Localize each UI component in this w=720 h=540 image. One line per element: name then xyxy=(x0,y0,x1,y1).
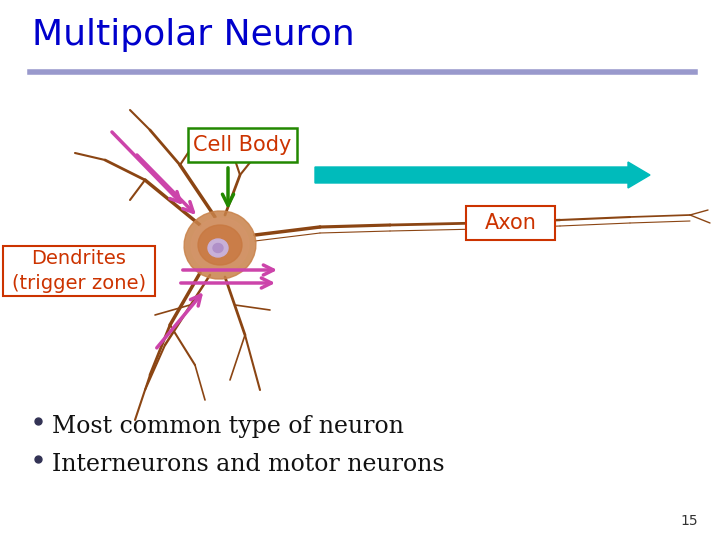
FancyBboxPatch shape xyxy=(3,246,155,296)
FancyArrow shape xyxy=(315,162,650,188)
Text: Dendrites
(trigger zone): Dendrites (trigger zone) xyxy=(12,249,146,293)
Ellipse shape xyxy=(213,244,223,253)
FancyBboxPatch shape xyxy=(466,206,555,240)
Ellipse shape xyxy=(191,218,249,272)
Text: 15: 15 xyxy=(680,514,698,528)
Text: Most common type of neuron: Most common type of neuron xyxy=(52,415,404,438)
FancyBboxPatch shape xyxy=(188,128,297,162)
Text: Interneurons and motor neurons: Interneurons and motor neurons xyxy=(52,453,445,476)
Ellipse shape xyxy=(198,225,242,265)
Ellipse shape xyxy=(208,239,228,257)
Text: Axon: Axon xyxy=(485,213,536,233)
Text: Cell Body: Cell Body xyxy=(193,135,292,155)
Ellipse shape xyxy=(184,211,256,279)
Text: Multipolar Neuron: Multipolar Neuron xyxy=(32,18,355,52)
